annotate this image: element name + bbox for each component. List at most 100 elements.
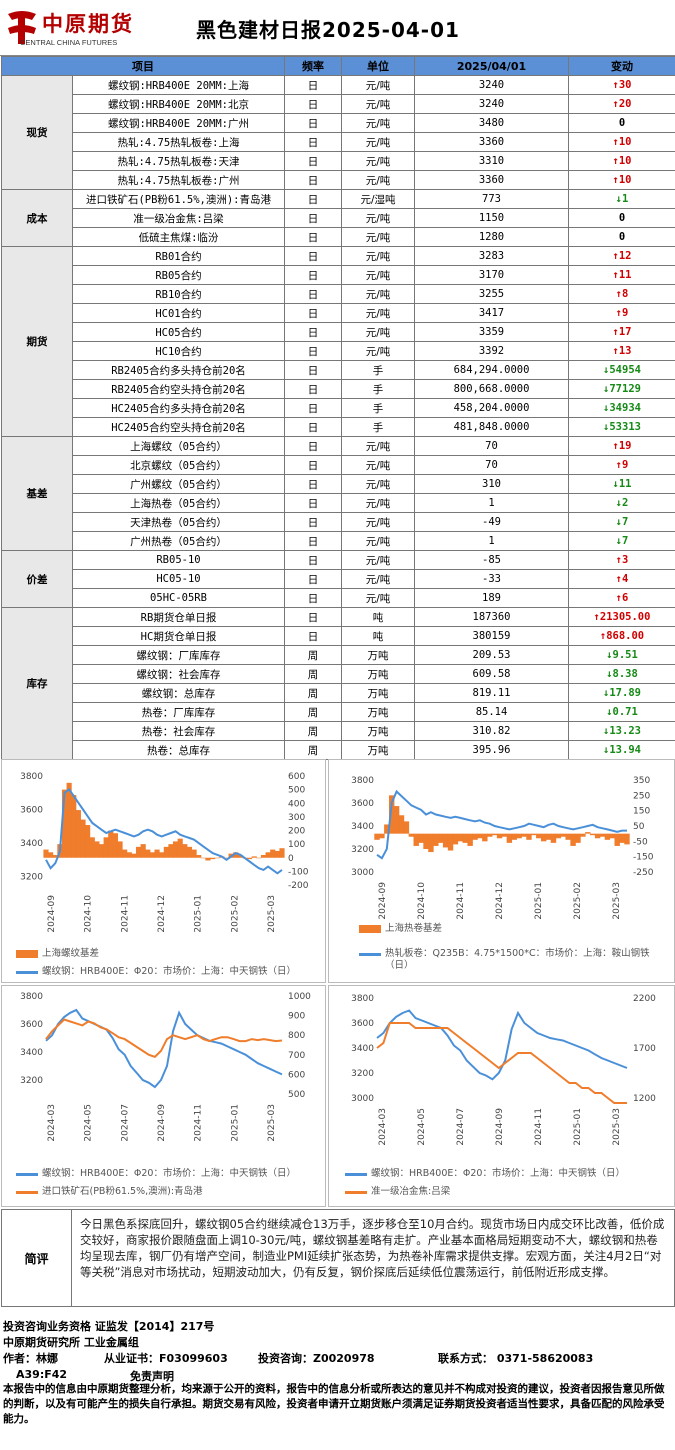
header-change: 变动 — [568, 56, 675, 76]
basis-bar — [477, 833, 483, 839]
x-tick-label: 2025-01 — [534, 882, 544, 920]
value: 773 — [414, 189, 569, 209]
item-name: RB01合约 — [72, 246, 285, 266]
value: 684,294.0000 — [414, 360, 569, 380]
arrow-down-icon: ↓ — [615, 497, 622, 509]
basis-bar — [408, 833, 415, 837]
table-row: 成本 进口铁矿石(PB粉61.5%,澳洲):青岛港日元/湿吨 773 ↓1 — [1, 189, 675, 247]
value: 1 — [414, 493, 569, 513]
change-cell: 0 — [568, 113, 675, 133]
table-row: HC05-10 日元/吨 -33 ↑4 — [2, 569, 675, 589]
basis-bar — [256, 857, 262, 859]
frequency: 日 — [284, 75, 342, 95]
change-cell: 0 — [568, 227, 675, 247]
change-cell: ↓34934 — [568, 398, 675, 418]
item-name: RB2405合约多头持仓前20名 — [72, 360, 285, 380]
basis-bar — [108, 830, 114, 858]
x-tick-label: 2025-02 — [573, 882, 583, 920]
basis-bar — [200, 857, 206, 859]
doc-code: A39:F42 — [16, 1368, 68, 1381]
basis-bar — [66, 782, 72, 858]
change-value: 8.38 — [612, 668, 638, 680]
commentary-label: 简评 — [2, 1210, 72, 1306]
table-row: 准一级冶金焦:吕梁日元/吨 1150 0 — [2, 208, 675, 228]
value: 800,668.0000 — [414, 379, 569, 399]
item-name: 热轧:4.75热轧板卷:天津 — [72, 151, 285, 171]
change-value: 17 — [618, 326, 632, 338]
value: 458,204.0000 — [414, 398, 569, 418]
basis-bar — [462, 833, 468, 843]
value: 3170 — [414, 265, 569, 285]
arrow-down-icon: ↓ — [612, 478, 619, 490]
y-left-tick-label: 3800 — [351, 776, 374, 786]
change-cell: ↑4 — [568, 569, 675, 589]
basis-bar — [279, 848, 285, 858]
y-right-tick-label: -50 — [633, 837, 648, 847]
arrow-down-icon: ↓ — [606, 668, 613, 680]
value: -85 — [414, 550, 569, 570]
basis-bar — [43, 849, 49, 858]
basis-bar — [609, 833, 615, 839]
basis-bar — [168, 844, 174, 858]
frequency: 日 — [284, 379, 342, 399]
x-tick-label: 2024-09 — [157, 1104, 167, 1142]
y-right-tick-label: 350 — [633, 776, 650, 786]
unit: 元/吨 — [341, 303, 415, 323]
legend-swatch-icon — [359, 953, 381, 956]
basis-bar — [423, 833, 429, 849]
basis-bar — [71, 795, 77, 858]
category-cell: 期货 — [1, 246, 73, 437]
frequency: 日 — [284, 284, 342, 304]
value: 70 — [414, 455, 569, 475]
value: 187360 — [414, 607, 569, 627]
basis-bar — [516, 833, 522, 839]
unit: 元/吨 — [341, 94, 415, 114]
table-row: 基差 上海螺纹（05合约）日元/吨 70 ↑19 — [1, 436, 675, 551]
table-row: 热轧:4.75热轧板卷:天津日元/吨 3310 ↑10 — [2, 151, 675, 171]
basis-bar — [624, 833, 630, 845]
item-name: RB10合约 — [72, 284, 285, 304]
change-value: 21305.00 — [599, 611, 651, 623]
chart-rebar-iron-ore: 3800 3600 3400 3200 1000 900 800 700 600 500 2024-… — [20, 992, 311, 1142]
item-name: HC01合约 — [72, 303, 285, 323]
x-tick-label: 2024-11 — [534, 1108, 544, 1146]
change-value: 4 — [622, 573, 629, 585]
unit: 元/吨 — [341, 512, 415, 532]
value: 70 — [414, 436, 569, 456]
arrow-up-icon: ↑ — [612, 98, 619, 110]
basis-bar — [103, 837, 109, 858]
chart-panel-rebar-iron-ore: 3800 3600 3400 3200 1000 900 800 700 600 500 2024-… — [1, 985, 326, 1207]
disclaimer-text: 本报告中的信息由中原期货整理分析，均来源于公开的资料，报告中的信息分析或所表达的… — [3, 1383, 665, 1425]
legend-label: 热轧板卷：Q235B：4.75*1500*C：市场价：上海：鞍山钢铁（日） — [385, 948, 650, 971]
value: 819.11 — [414, 683, 569, 703]
value: 3480 — [414, 113, 569, 133]
arrow-up-icon: ↑ — [615, 307, 622, 319]
chart-hrc-basis: 3800 3600 3400 3200 3000 350 250 150 50 -50 -150 -2… — [351, 776, 654, 920]
series-line — [45, 1018, 283, 1058]
chart-panel-hrc-basis: 3800 3600 3400 3200 3000 350 250 150 50 -50 -150 -2… — [328, 759, 675, 983]
basis-bar — [247, 857, 253, 860]
legend-swatch-icon — [16, 1191, 38, 1194]
y-right-tick-label: 50 — [633, 822, 645, 832]
y-right-tick-label: 200 — [288, 827, 305, 837]
basis-bar — [210, 857, 216, 860]
frequency: 日 — [284, 436, 342, 456]
change-value: 0 — [618, 231, 626, 243]
basis-bar — [496, 833, 503, 839]
legend-label: 螺纹钢：HRB400E：Φ20：市场价：上海：中天钢铁（日） — [42, 1168, 296, 1179]
item-name: HC2405合约空头持仓前20名 — [72, 417, 285, 437]
arrow-down-icon: ↓ — [603, 744, 610, 756]
basis-bar — [540, 833, 547, 842]
legend-swatch-icon — [345, 1191, 367, 1194]
chart-rebar-basis: 3800 3600 3400 3200 600 500 400 300 200 100 0 -100 -… — [20, 772, 309, 933]
arrow-up-icon: ↑ — [615, 573, 622, 585]
basis-bar — [260, 855, 267, 858]
change-cell: ↑9 — [568, 455, 675, 475]
value: 3360 — [414, 132, 569, 152]
item-name: 热卷：社会库存 — [72, 721, 285, 741]
change-value: 53313 — [609, 421, 641, 433]
legend-label: 进口铁矿石(PB粉61.5%,澳洲):青岛港 — [42, 1186, 203, 1197]
table-row: HC期货仓单日报日吨 380159 ↑868.00 — [2, 626, 675, 646]
y-right-tick-label: 2200 — [633, 994, 656, 1004]
frequency: 日 — [284, 132, 342, 152]
